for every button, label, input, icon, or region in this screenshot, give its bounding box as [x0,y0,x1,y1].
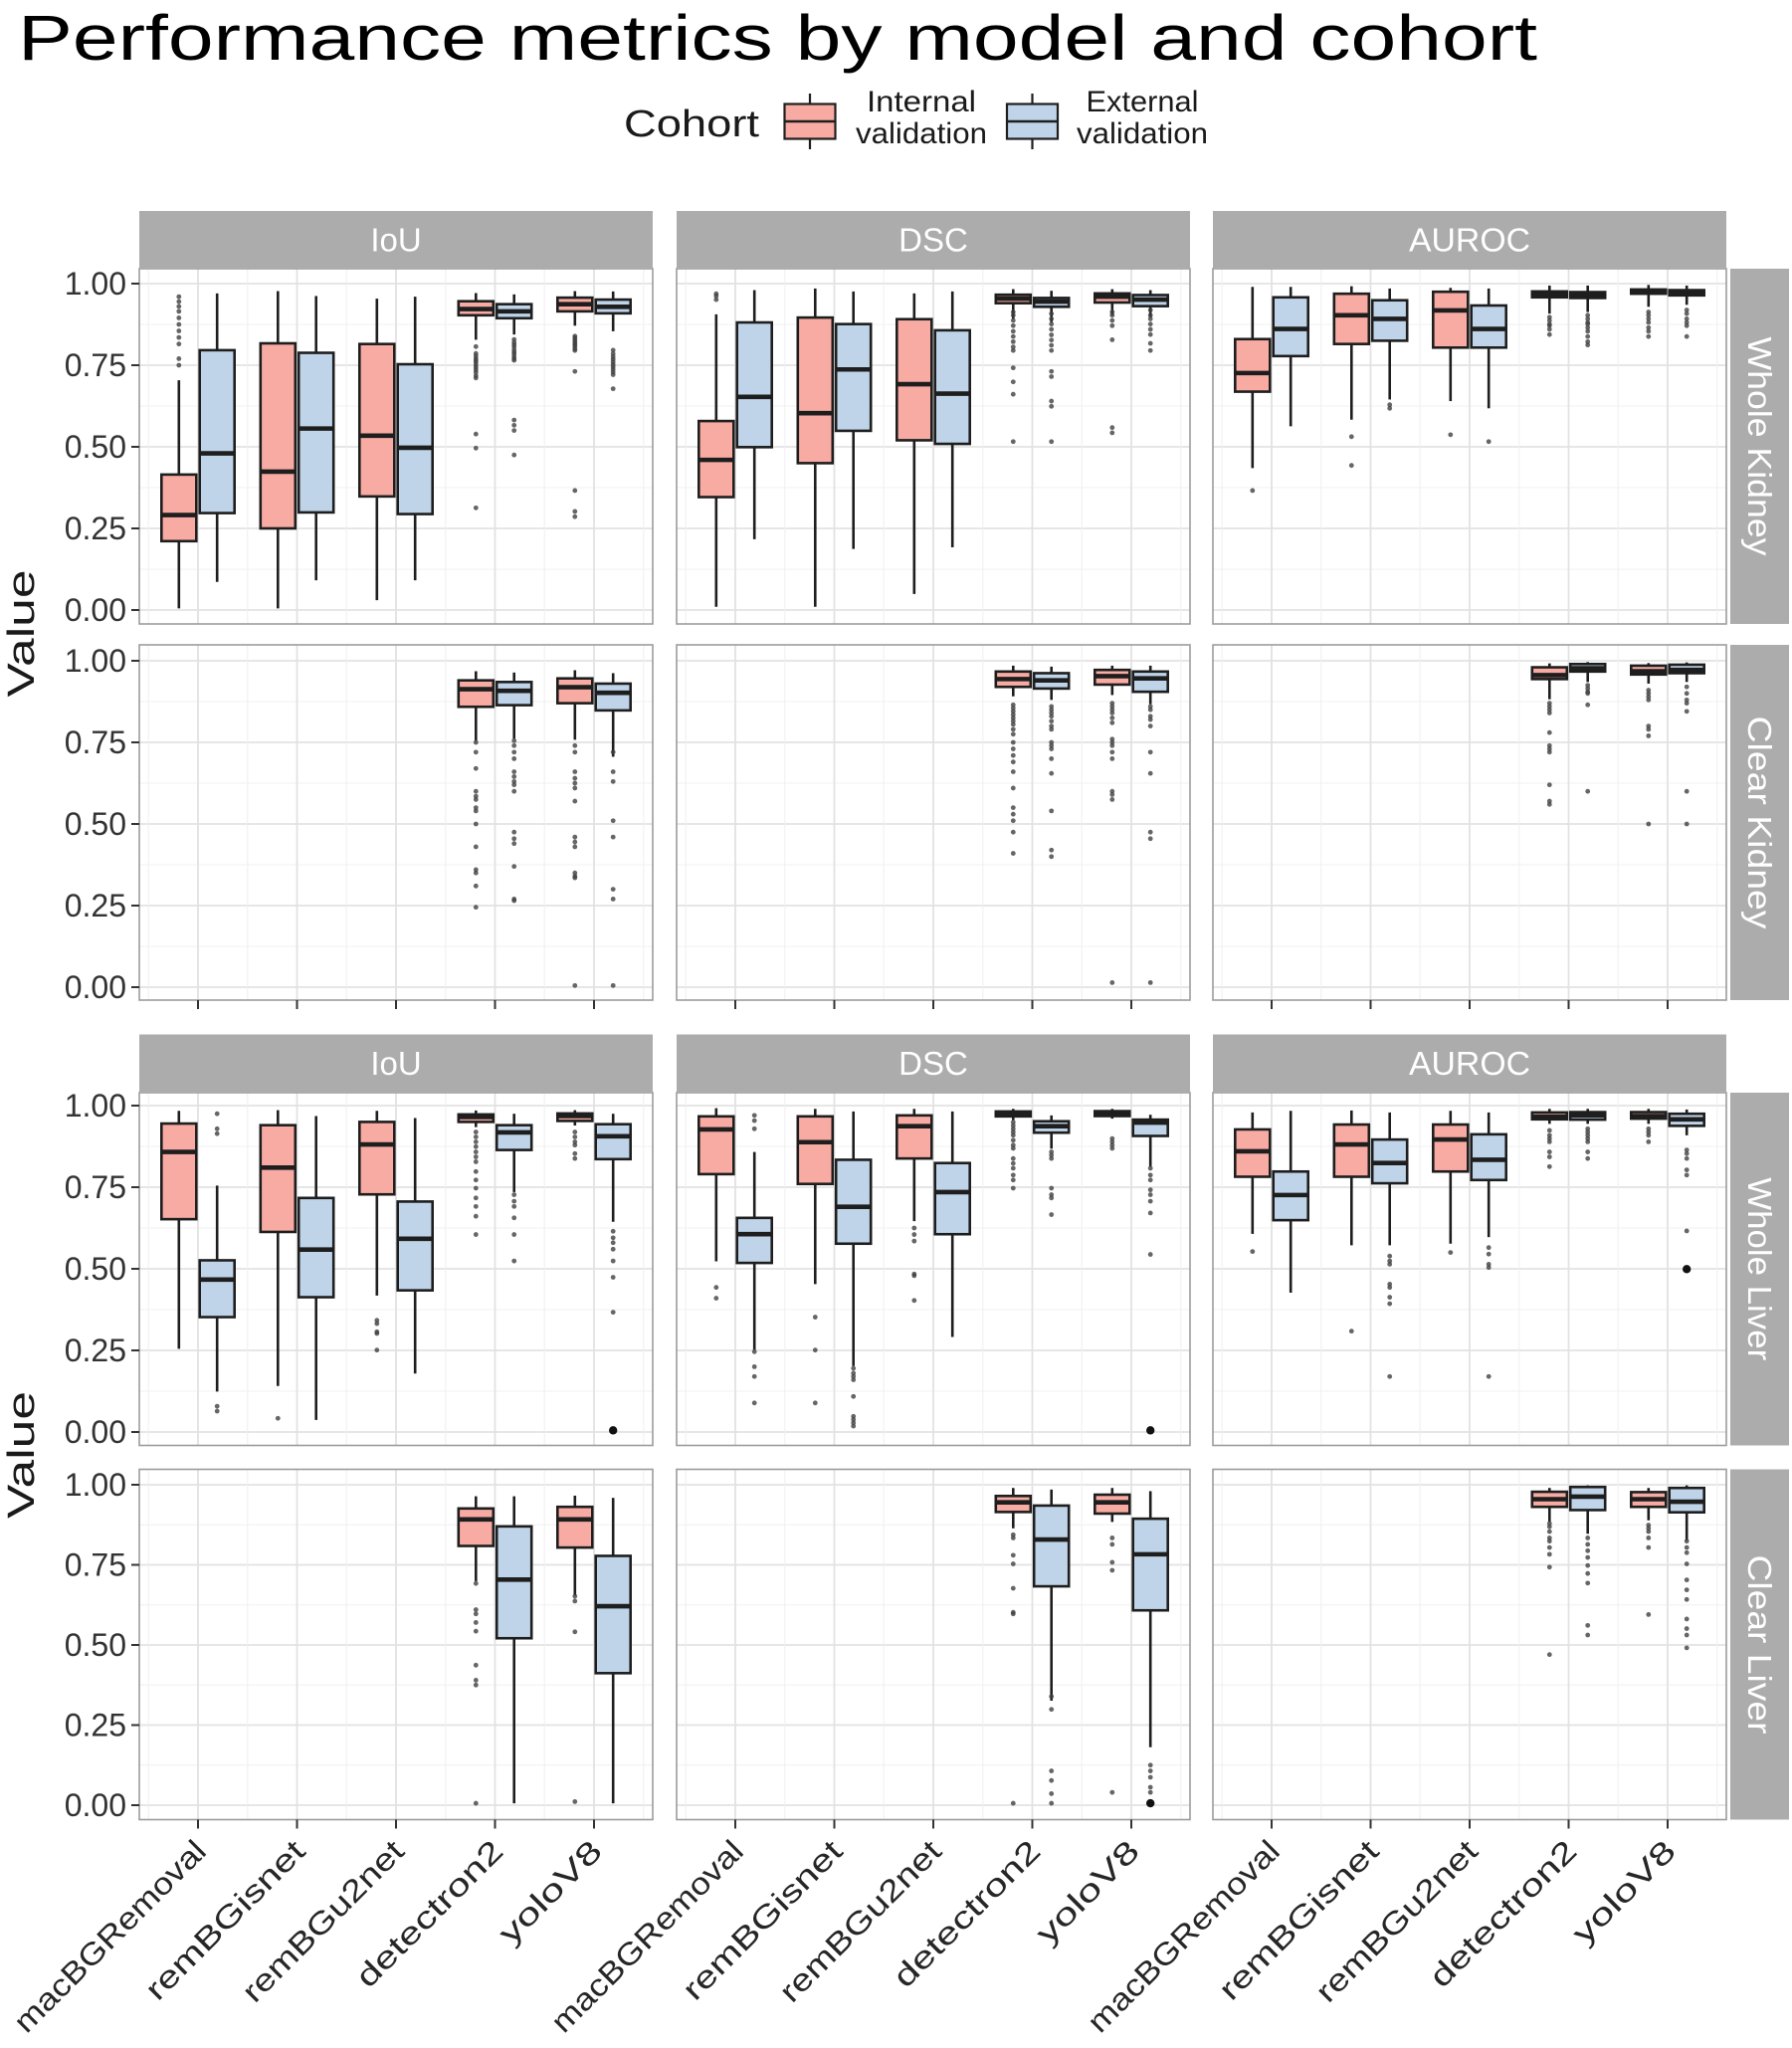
svg-text:Cohort: Cohort [624,103,760,145]
svg-text:0.75: 0.75 [65,1169,126,1205]
svg-text:1.00: 1.00 [65,266,126,302]
svg-text:1.00: 1.00 [65,1467,126,1503]
svg-text:0.25: 0.25 [65,511,126,546]
svg-text:Whole Kidney: Whole Kidney [1741,337,1778,557]
svg-text:0.25: 0.25 [65,1708,126,1743]
svg-text:Performance metrics by model a: Performance metrics by model and cohort [18,2,1537,74]
svg-text:validation: validation [856,117,987,150]
svg-text:AUROC: AUROC [1409,222,1530,259]
svg-text:validation: validation [1077,117,1208,150]
svg-text:0.75: 0.75 [65,1547,126,1583]
svg-text:Clear Liver: Clear Liver [1741,1555,1778,1735]
svg-text:1.00: 1.00 [65,643,126,679]
svg-text:IoU: IoU [370,1045,421,1082]
svg-text:0.75: 0.75 [65,347,126,383]
svg-text:0.00: 0.00 [65,1414,126,1450]
svg-text:Internal: Internal [867,86,976,118]
svg-text:Clear Kidney: Clear Kidney [1741,717,1778,930]
svg-text:0.50: 0.50 [65,806,126,842]
svg-text:DSC: DSC [898,222,968,259]
svg-text:DSC: DSC [898,1045,968,1082]
svg-text:0.25: 0.25 [65,1332,126,1368]
svg-text:0.00: 0.00 [65,1787,126,1823]
svg-text:External: External [1087,86,1199,118]
svg-text:Value: Value [1,570,43,698]
svg-text:0.50: 0.50 [65,429,126,465]
svg-text:0.00: 0.00 [65,969,126,1005]
svg-text:IoU: IoU [370,222,421,259]
svg-text:0.50: 0.50 [65,1251,126,1287]
svg-text:0.25: 0.25 [65,888,126,923]
svg-text:Value: Value [1,1391,43,1519]
svg-text:Whole Liver: Whole Liver [1741,1177,1778,1360]
svg-text:0.75: 0.75 [65,724,126,760]
svg-text:AUROC: AUROC [1409,1045,1530,1082]
svg-text:0.00: 0.00 [65,592,126,628]
svg-text:0.50: 0.50 [65,1627,126,1663]
svg-text:1.00: 1.00 [65,1088,126,1124]
